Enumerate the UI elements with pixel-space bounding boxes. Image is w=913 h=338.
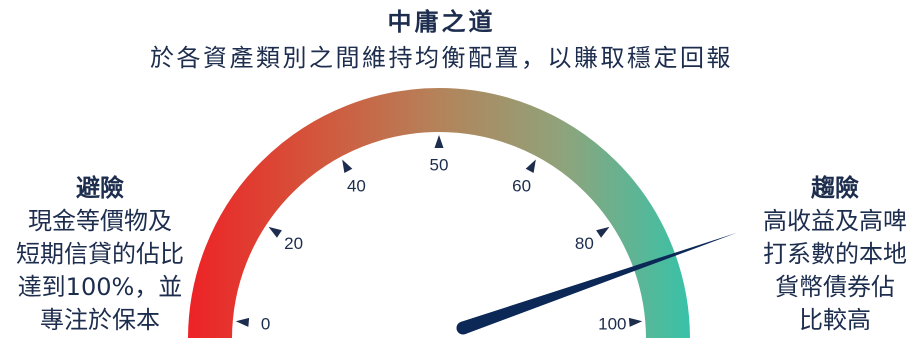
tick-marker-20 xyxy=(268,226,282,238)
risk-averse-line: 達到100%，並 xyxy=(17,273,183,301)
tick-marker-100 xyxy=(628,317,643,327)
gauge-needle-group xyxy=(456,232,737,335)
tick-label-80: 80 xyxy=(575,234,594,253)
tick-label-50: 50 xyxy=(430,156,449,175)
tick-label-40: 40 xyxy=(347,176,366,195)
gauge-arc xyxy=(188,88,690,338)
risk-seeking-line: 比較高 xyxy=(799,306,871,334)
risk-seeking-heading: 趨險 xyxy=(811,174,859,202)
tick-label-0: 0 xyxy=(261,314,270,333)
risk-averse-line: 專注於保本 xyxy=(40,306,160,334)
risk-seeking-panel: 趨險 高收益及高啤 打系數的本地 貨幣債券佔 比較高 xyxy=(757,172,913,337)
tick-marker-80 xyxy=(596,226,610,238)
page-title: 中庸之道 xyxy=(387,8,496,36)
gauge-needle xyxy=(460,232,737,335)
tick-marker-0 xyxy=(235,317,250,327)
risk-seeking-line: 貨幣債券佔 xyxy=(775,273,895,301)
needle-pivot xyxy=(456,321,470,335)
risk-seeking-line: 高收益及高啤 xyxy=(763,207,907,235)
tick-label-20: 20 xyxy=(284,234,303,253)
page-subtitle: 於各資產類別之間維持均衡配置，以賺取穩定回報 xyxy=(150,44,733,72)
risk-averse-panel: 避險 現金等價物及 短期信貸的佔比 達到100%，並 專注於保本 xyxy=(0,172,200,337)
tick-marker-60 xyxy=(525,159,536,174)
tick-label-60: 60 xyxy=(512,176,531,195)
tick-label-100: 100 xyxy=(598,314,626,333)
gauge-ticks: 0 20 40 50 60 80 100 xyxy=(235,135,643,333)
risk-averse-line: 現金等價物及 xyxy=(28,207,172,235)
tick-marker-40 xyxy=(342,159,353,174)
risk-seeking-line: 打系數的本地 xyxy=(763,240,907,268)
risk-averse-line: 短期信貸的佔比 xyxy=(16,240,184,268)
tick-marker-50 xyxy=(434,135,444,148)
risk-averse-heading: 避險 xyxy=(76,174,124,202)
